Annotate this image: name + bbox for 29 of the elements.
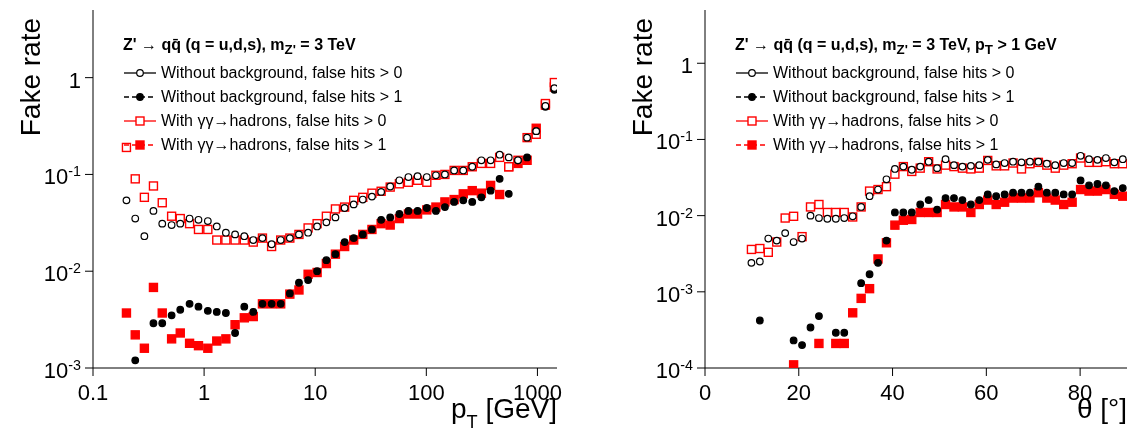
y-tick-label: 10$^{-3}$ <box>655 280 694 307</box>
legend-label: Without background, false hits > 1 <box>773 88 1015 107</box>
y-tick-label: 10$^{-4}$ <box>655 357 694 383</box>
x-tick-label: 20 <box>786 380 812 405</box>
legend-label: With γγ→hadrons, false hits > 0 <box>161 112 387 131</box>
y-tick-label: 1 <box>68 67 81 93</box>
legend-label: With γγ→hadrons, false hits > 0 <box>773 112 999 131</box>
x-tick-label: 10 <box>302 380 328 405</box>
x-tick-label: 100 <box>407 380 445 405</box>
y-tick-label: 10$^{-1}$ <box>655 128 694 155</box>
legend-title: Z' → qq̄ (q = u,d,s), m$_{Z'}$ = 3 TeV, p$_{T}$ > 1 GeV <box>735 36 1057 58</box>
x-tick-label: 40 <box>880 380 905 405</box>
y-tick-label: 10$^{-2}$ <box>655 204 694 231</box>
y-tick-label: 10$^{-3}$ <box>43 357 82 383</box>
y-tick-label: 10$^{-2}$ <box>43 260 82 287</box>
x-tick-label: 1 <box>197 380 211 405</box>
x-tick-label: 0.1 <box>77 380 109 405</box>
legend-label: With γγ→hadrons, false hits > 1 <box>773 136 999 155</box>
legend-label: Without background, false hits > 0 <box>161 64 403 83</box>
legend-label: With γγ→hadrons, false hits > 1 <box>161 136 387 155</box>
y-axis-title: Fake rate <box>15 18 46 137</box>
y-axis-title: Fake rate <box>627 18 658 137</box>
legend-label: Without background, false hits > 1 <box>161 88 403 107</box>
x-tick-label: 60 <box>974 380 999 405</box>
y-tick-label: 10$^{-1}$ <box>43 163 82 190</box>
y-tick-label: 1 <box>680 53 693 79</box>
legend-title: Z' → qq̄ (q = u,d,s), m$_{Z'}$ = 3 TeV <box>123 36 357 58</box>
x-tick-label: 0 <box>698 380 712 405</box>
legend-label: Without background, false hits > 0 <box>773 64 1015 83</box>
